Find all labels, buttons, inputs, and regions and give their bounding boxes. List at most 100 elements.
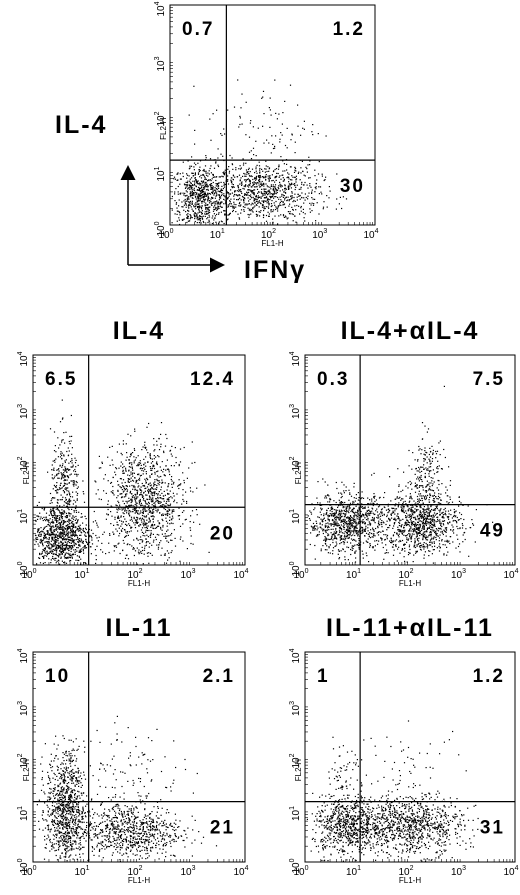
tick-base: 10 [291,407,302,419]
y-tick-label: 102 [289,753,302,768]
dot-cloud [171,79,348,226]
panel-title: IL-4 [113,317,165,345]
tick-base: 10 [19,407,30,419]
tick-exponent: 3 [154,56,161,60]
x-tick-label: 103 [451,568,466,581]
tick-base: 10 [293,570,305,581]
plot-panel: 100100101101102102103103104104FL1-HFL2-H… [17,614,249,885]
tick-exponent: 4 [245,568,249,575]
x-tick-label: 100 [21,865,36,878]
tick-base: 10 [291,704,302,716]
x-tick-label: 100 [21,568,36,581]
quadrant-upper-left: 6.5 [45,369,77,390]
tick-exponent: 2 [410,568,414,575]
x-tick-label: 100 [293,865,308,878]
y-tick-label: 103 [17,404,30,419]
tick-exponent: 4 [154,1,161,5]
panel-title: IL-11+αIL-11 [326,614,494,642]
y-tick-label: 100 [17,858,30,873]
y-marker: IL-4 [55,111,107,139]
tick-base: 10 [127,570,139,581]
tick-exponent: 0 [170,228,174,235]
x-tick-label: 103 [180,568,195,581]
tick-exponent: 0 [305,568,309,575]
tick-base: 10 [451,867,463,878]
plot-panel: 100100101101102102103103104104FL1-HFL2-H… [289,317,519,588]
tick-base: 10 [19,512,30,524]
quadrant-upper-left: 0.3 [317,369,349,390]
tick-exponent: 1 [86,568,90,575]
y-tick-label: 102 [154,111,167,126]
x-axis-label: FL1-H [399,876,421,885]
tick-exponent: 0 [289,561,296,565]
x-tick-label: 102 [127,865,142,878]
tick-base: 10 [156,170,167,182]
tick-base: 10 [346,867,358,878]
tick-exponent: 0 [33,568,37,575]
tick-exponent: 0 [17,561,24,565]
tick-base: 10 [398,570,410,581]
tick-base: 10 [398,867,410,878]
quadrant-upper-right: 1.2 [473,666,505,687]
quadrant-upper-right: 12.4 [190,369,235,390]
tick-base: 10 [503,867,515,878]
tick-base: 10 [291,757,302,769]
tick-exponent: 1 [289,806,296,810]
tick-base: 10 [19,809,30,821]
y-tick-label: 100 [289,561,302,576]
x-tick-label: 101 [346,568,361,581]
y-tick-label: 104 [289,351,302,366]
tick-exponent: 2 [272,228,276,235]
x-tick-label: 104 [233,568,248,581]
x-axis-label: FL1-H [261,239,283,248]
tick-exponent: 2 [139,568,143,575]
dot-cloud [306,720,479,862]
x-tick-label: 104 [503,865,518,878]
tick-exponent: 1 [357,865,361,872]
tick-exponent: 0 [17,858,24,862]
tick-base: 10 [291,460,302,472]
x-tick-label: 104 [363,228,378,241]
plot-frame [32,354,246,566]
tick-base: 10 [158,230,170,241]
quadrant-upper-left: 1 [317,666,330,687]
y-tick-label: 103 [17,701,30,716]
y-axis-label: FL2-H [159,117,168,139]
tick-base: 10 [503,570,515,581]
x-axis-label: FL1-H [399,579,421,588]
tick-base: 10 [451,570,463,581]
tick-base: 10 [156,5,167,17]
quadrant-upper-right: 7.5 [473,369,505,390]
tick-base: 10 [291,862,302,874]
y-tick-label: 101 [289,806,302,821]
tick-base: 10 [19,704,30,716]
x-tick-label: 102 [398,568,413,581]
y-tick-label: 100 [17,561,30,576]
y-tick-label: 104 [154,1,167,16]
tick-base: 10 [293,867,305,878]
tick-exponent: 0 [33,865,37,872]
x-tick-label: 100 [158,228,173,241]
tick-base: 10 [156,225,167,237]
tick-exponent: 4 [17,648,24,652]
tick-base: 10 [210,230,222,241]
x-axis-label: FL1-H [128,876,150,885]
y-axis-label: FL2-H [22,462,31,484]
y-tick-label: 104 [289,648,302,663]
tick-exponent: 4 [289,648,296,652]
quadrant-upper-left: 0.7 [182,19,214,40]
tick-exponent: 2 [289,456,296,460]
quadrant-upper-left: 10 [45,666,70,687]
y-tick-label: 104 [17,648,30,663]
quadrant-lower-right: 49 [480,521,505,542]
x-tick-label: 101 [210,228,225,241]
tick-exponent: 1 [154,166,161,170]
tick-exponent: 4 [375,228,379,235]
plot-panel: 100100101101102102103103104104FL1-HFL2-H… [17,317,249,588]
tick-exponent: 2 [289,753,296,757]
tick-exponent: 3 [192,568,196,575]
tick-exponent: 1 [289,509,296,513]
tick-base: 10 [291,512,302,524]
x-tick-label: 104 [503,568,518,581]
tick-base: 10 [233,570,245,581]
